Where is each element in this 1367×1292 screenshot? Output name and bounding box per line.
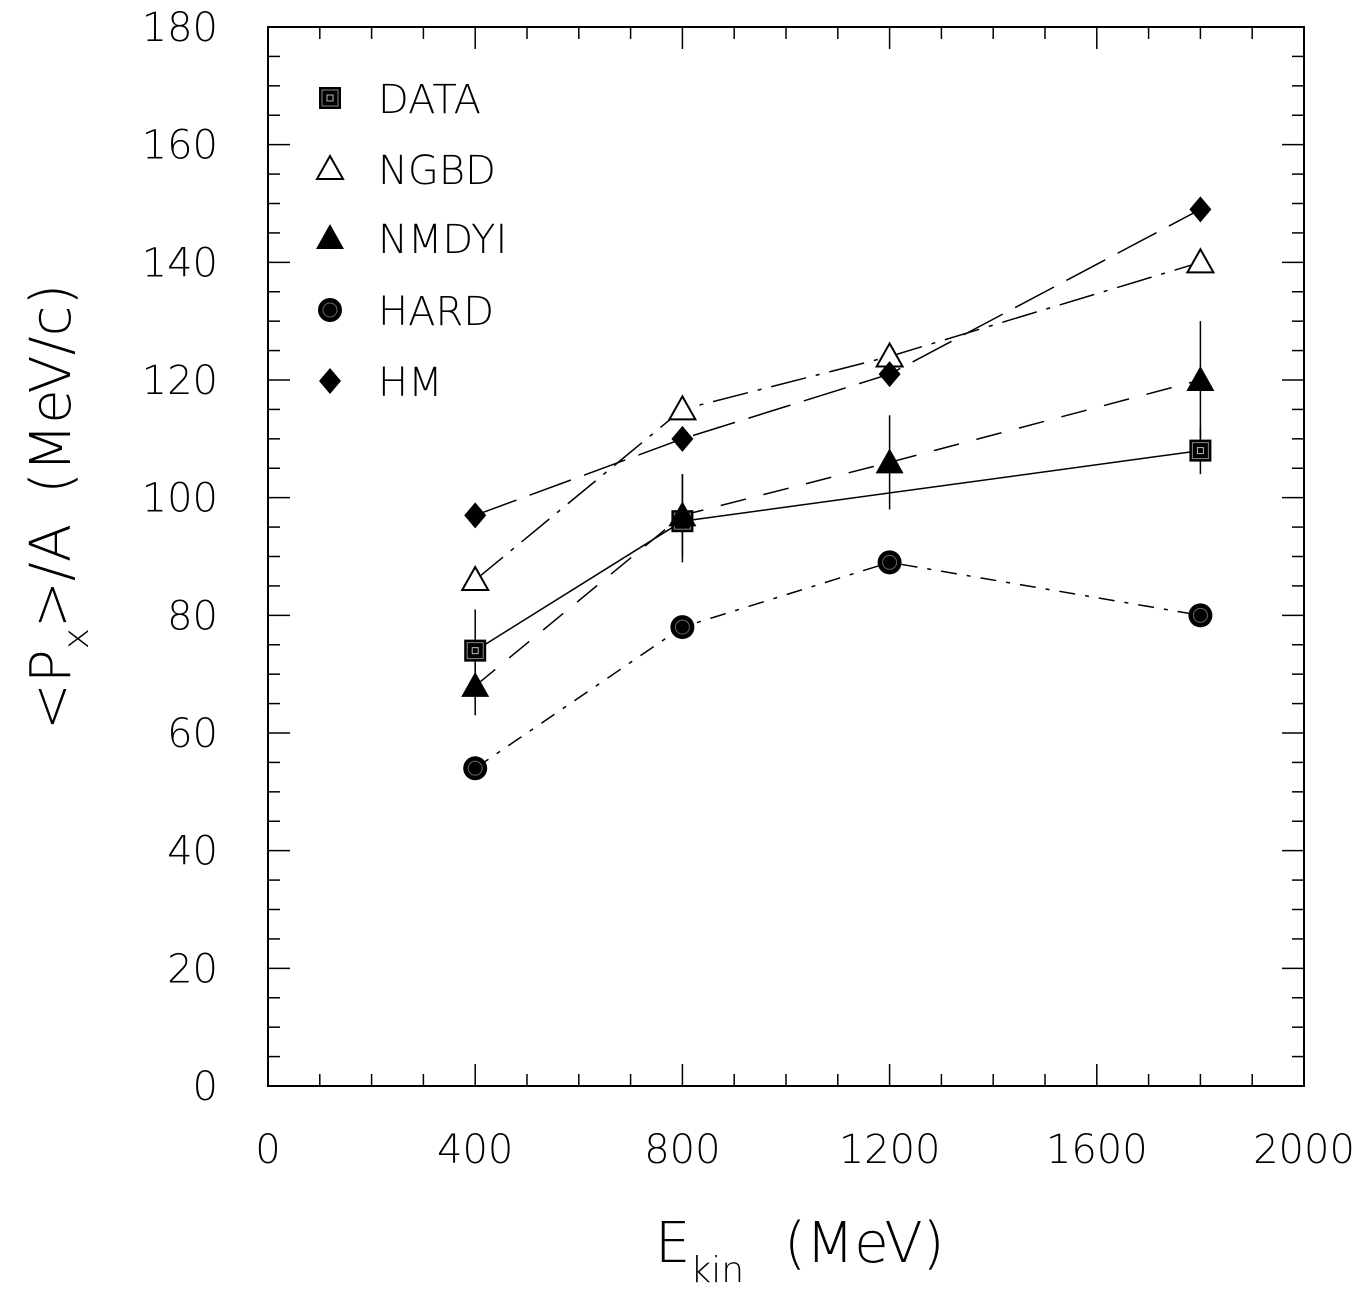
y-tick-label: 100 <box>142 476 218 522</box>
marker-hard <box>1188 603 1213 628</box>
y-tick-label: 120 <box>142 358 218 404</box>
y-axis-title-unit: (MeV/c) <box>19 284 84 494</box>
y-axis-title-open: <P <box>19 649 84 730</box>
marker-nmdyi <box>875 448 904 474</box>
legend-marker-ngbd <box>315 153 345 180</box>
data-markers <box>460 196 1216 781</box>
legend-marker-data <box>319 87 341 109</box>
y-tick-label: 60 <box>167 711 218 757</box>
legend-marker-hm <box>319 368 341 394</box>
marker-hard <box>463 756 488 781</box>
y-tick-label: 180 <box>142 5 218 51</box>
series-line-hard <box>474 561 1201 769</box>
marker-hm <box>1189 196 1212 223</box>
marker-data <box>464 639 487 662</box>
marker-hm <box>464 502 487 529</box>
x-axis-title-sub: kin <box>690 1250 744 1291</box>
marker-ngbd <box>460 565 490 592</box>
marker-ngbd <box>667 394 698 421</box>
marker-nmdyi <box>461 671 490 697</box>
y-axis-title-sub: x <box>56 628 97 649</box>
y-tick-label: 140 <box>142 240 218 286</box>
y-tick-label: 160 <box>142 123 218 169</box>
y-axis-title-close: >/A <box>19 524 84 628</box>
tick-labels: 0 400 800 1200 1600 2000 0 20 40 60 80 100 120 140 160… <box>142 5 1355 1173</box>
x-axis-title-main: E <box>655 1211 690 1276</box>
marker-ngbd <box>1185 247 1216 274</box>
y-tick-label: 40 <box>167 829 218 875</box>
y-tick-label: 0 <box>193 1064 218 1110</box>
x-axis-title-unit: (MeV) <box>784 1211 944 1276</box>
x-tick-label: 1200 <box>839 1127 941 1173</box>
marker-data <box>1189 439 1212 462</box>
legend-label-ngbd: NGBD <box>378 148 496 194</box>
series-line-ngbd <box>474 261 1201 581</box>
x-tick-label: 0 <box>255 1127 280 1173</box>
legend-label-hm: HM <box>378 360 443 406</box>
legend-label-hard: HARD <box>378 289 494 335</box>
x-tick-label: 2000 <box>1253 1127 1355 1173</box>
legend-label-data: DATA <box>378 77 481 123</box>
y-tick-label: 20 <box>167 946 218 992</box>
x-tick-label: 800 <box>644 1127 720 1173</box>
series-line-data <box>474 449 1201 652</box>
series-line-nmdyi <box>474 379 1201 687</box>
y-axis-title: <Px>/A (MeV/c) <box>19 284 97 730</box>
error-bars <box>474 321 1202 716</box>
axis-ticks <box>267 26 1305 1087</box>
legend-marker-hard <box>318 298 342 322</box>
series-lines <box>474 208 1201 769</box>
marker-hm <box>878 361 901 388</box>
marker-hm <box>671 425 694 452</box>
x-tick-label: 1600 <box>1046 1127 1148 1173</box>
legend-marker-nmdyi <box>316 224 344 249</box>
x-tick-label: 400 <box>437 1127 513 1173</box>
y-tick-label: 80 <box>167 593 218 639</box>
marker-nmdyi <box>1186 366 1215 391</box>
marker-nmdyi <box>668 501 697 527</box>
legend: DATA NGBD NMDYI HARD HM <box>315 77 507 406</box>
x-axis-title: Ekin (MeV) <box>655 1211 945 1291</box>
marker-hard <box>877 550 902 575</box>
legend-label-nmdyi: NMDYI <box>378 217 507 263</box>
series-line-hm <box>474 208 1201 517</box>
marker-hard <box>670 615 695 640</box>
